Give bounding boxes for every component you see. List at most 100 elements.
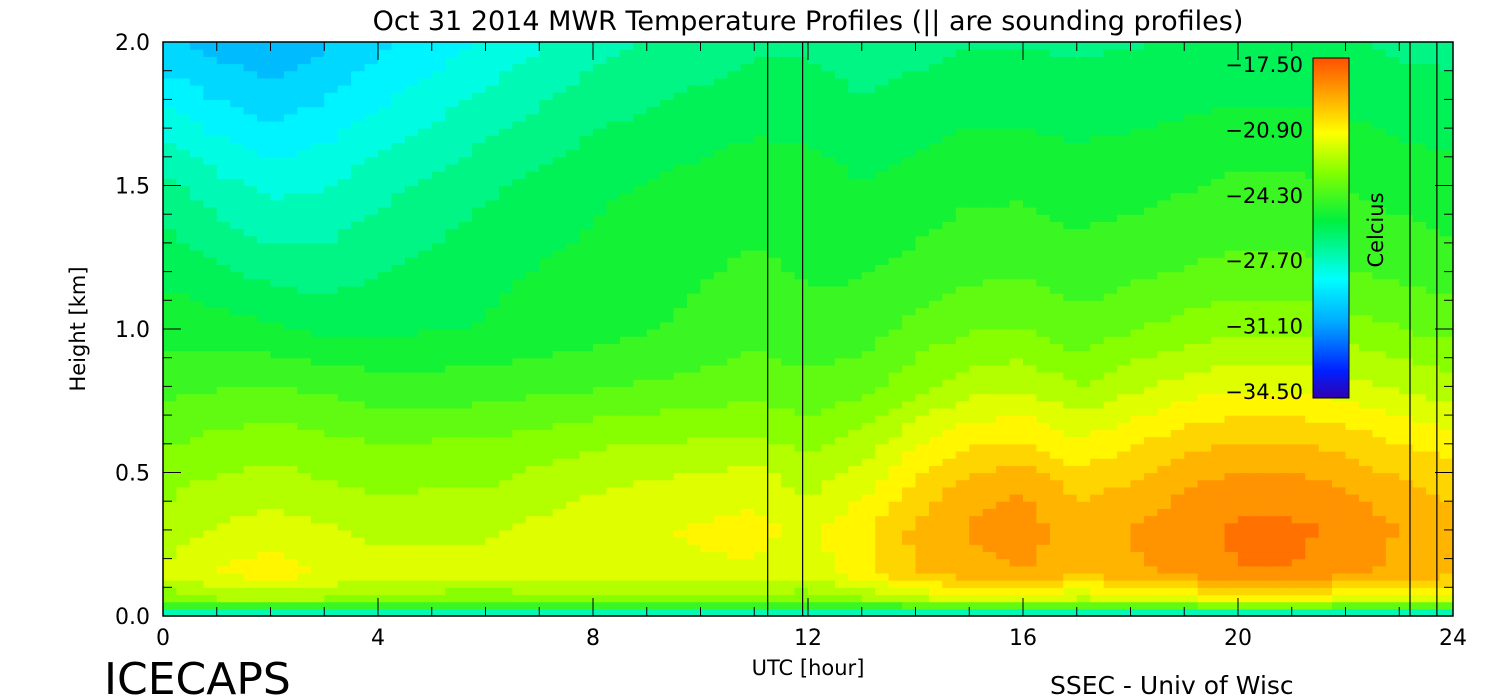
heatmap-cell [1090,278,1105,287]
heatmap-cell [498,565,513,574]
heatmap-cell [539,300,554,309]
heatmap-cell [1372,436,1387,445]
heatmap-cell [848,572,863,581]
heatmap-cell [445,278,460,287]
heatmap-cell [646,465,661,474]
heatmap-cell [888,529,903,538]
heatmap-cell [996,572,1011,581]
heatmap-cell [955,329,970,337]
heatmap-cell [996,321,1011,330]
heatmap-cell [1305,544,1320,553]
heatmap-cell [740,300,755,309]
heatmap-cell [1184,415,1199,423]
heatmap-cell [243,314,258,323]
heatmap-cell [1224,494,1239,502]
heatmap-cell [646,601,661,610]
heatmap-cell [861,343,876,352]
heatmap-cell [498,386,513,395]
heatmap-cell [324,544,339,553]
heatmap-cell [687,472,702,481]
heatmap-cell [687,350,702,359]
heatmap-cell [337,300,352,309]
heatmap-cell [203,264,218,273]
heatmap-cell [243,515,258,524]
heatmap-cell [270,608,285,616]
heatmap-cell [1264,458,1279,466]
heatmap-cell [163,608,178,616]
heatmap-cell [257,436,272,445]
heatmap-cell [1426,343,1441,352]
heatmap-cell [861,379,876,387]
heatmap-cell [270,587,285,596]
heatmap-cell [1251,257,1266,266]
heatmap-cell [969,472,984,481]
heatmap-cell [1358,515,1373,524]
heatmap-cell [1412,364,1427,373]
heatmap-cell [1090,379,1105,387]
heatmap-cell [498,544,513,553]
heatmap-cell [928,472,943,481]
heatmap-cell [566,515,581,524]
heatmap-cell [1211,314,1226,323]
heatmap-cell [902,271,917,280]
heatmap-cell [1358,407,1373,416]
heatmap-cell [404,429,419,438]
heatmap-cell [700,479,715,488]
heatmap-cell [1170,558,1185,567]
heatmap-cell [297,321,312,330]
heatmap-cell [512,465,527,474]
heatmap-cell [445,400,460,409]
heatmap-cell [593,601,608,610]
heatmap-cell [1412,429,1427,438]
heatmap-cell [1439,343,1453,352]
heatmap-cell [270,522,285,531]
heatmap-cell [351,242,366,251]
heatmap-cell [1009,501,1024,509]
heatmap-cell [982,343,997,352]
heatmap-cell [1117,250,1132,258]
heatmap-cell [619,486,634,495]
heatmap-cell [821,551,836,560]
heatmap-cell [1009,544,1024,553]
heatmap-cell [713,300,728,309]
heatmap-cell [297,429,312,438]
heatmap-cell [310,264,325,273]
heatmap-cell [1103,443,1118,452]
heatmap-cell [458,537,473,545]
heatmap-cell [1130,386,1145,395]
heatmap-cell [700,486,715,495]
heatmap-cell [1090,321,1105,330]
heatmap-cell [794,580,809,588]
heatmap-cell [203,458,218,466]
heatmap-cell [1278,372,1293,380]
heatmap-cell [431,522,446,531]
heatmap-cell [445,529,460,538]
heatmap-cell [579,529,594,538]
heatmap-cell [848,601,863,610]
heatmap-cell [1130,257,1145,266]
heatmap-cell [1049,587,1064,596]
heatmap-cell [727,508,742,517]
heatmap-cell [324,343,339,352]
heatmap-cell [834,594,849,603]
heatmap-cell [700,386,715,395]
heatmap-cell [1305,572,1320,581]
heatmap-cell [512,386,527,395]
heatmap-cell [297,494,312,502]
heatmap-cell [176,400,191,409]
heatmap-cell [458,572,473,581]
heatmap-cell [619,415,634,423]
heatmap-cell [216,314,231,323]
heatmap-cell [834,415,849,423]
heatmap-cell [498,379,513,387]
heatmap-cell [1130,501,1145,509]
heatmap-cell [928,329,943,337]
heatmap-cell [176,278,191,287]
heatmap-cell [337,379,352,387]
heatmap-cell [1238,429,1253,438]
heatmap-cell [1345,479,1360,488]
heatmap-cell [270,558,285,567]
heatmap-cell [391,422,406,431]
heatmap-cell [243,465,258,474]
heatmap-cell [364,422,379,431]
